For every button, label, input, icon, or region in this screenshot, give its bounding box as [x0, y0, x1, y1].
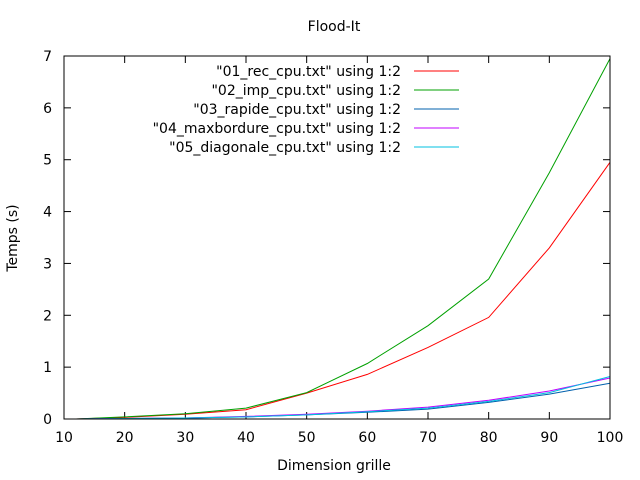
series-line-5	[76, 376, 611, 420]
series-line-1	[76, 162, 611, 420]
x-tick-label: 90	[540, 430, 558, 446]
legend-label-3: "03_rapide_cpu.txt" using 1:2	[193, 102, 401, 118]
legend-label-2: "02_imp_cpu.txt" using 1:2	[211, 83, 401, 99]
y-tick-label: 6	[43, 101, 52, 117]
x-tick-label: 50	[298, 430, 316, 446]
y-tick-label: 4	[43, 205, 52, 221]
x-tick-label: 100	[597, 430, 624, 446]
series-line-2	[76, 58, 611, 420]
legend-label-1: "01_rec_cpu.txt" using 1:2	[216, 64, 401, 80]
x-axis-label: Dimension grille	[277, 458, 391, 474]
axis-ticks: 10 20 30 40 50 60 70 80 90 100 0 1 2 3 4 5 6 7	[43, 49, 623, 446]
y-tick-label: 5	[43, 153, 52, 169]
x-tick-label: 10	[55, 430, 73, 446]
x-tick-label: 40	[237, 430, 255, 446]
plot-frame	[63, 55, 611, 420]
y-tick-label: 0	[43, 412, 52, 428]
legend-label-5: "05_diagonale_cpu.txt" using 1:2	[169, 140, 401, 156]
y-axis-label: Temps (s)	[5, 204, 21, 272]
chart-title: Flood-It	[308, 19, 361, 35]
x-tick-label: 80	[480, 430, 498, 446]
legend-label-4: "04_maxbordure_cpu.txt" using 1:2	[153, 121, 401, 137]
x-tick-label: 70	[419, 430, 437, 446]
y-tick-label: 3	[43, 256, 52, 272]
x-tick-label: 20	[116, 430, 134, 446]
y-tick-label: 7	[43, 49, 52, 65]
series-line-3	[76, 382, 611, 420]
y-tick-label: 1	[43, 360, 52, 376]
series-lines	[76, 58, 611, 420]
legend: "01_rec_cpu.txt" using 1:2 "02_imp_cpu.tx…	[153, 64, 459, 156]
x-tick-label: 60	[358, 430, 376, 446]
x-tick-label: 30	[176, 430, 194, 446]
y-tick-label: 2	[43, 308, 52, 324]
